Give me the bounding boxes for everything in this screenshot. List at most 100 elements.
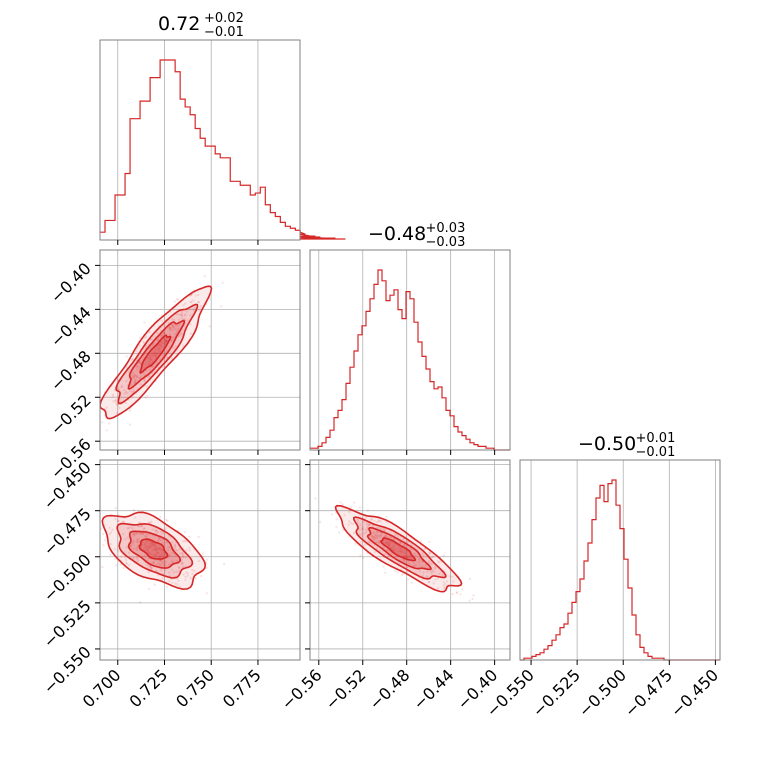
x-tick-label: −0.475 — [621, 665, 676, 720]
sample-point — [385, 541, 389, 544]
sample-point — [147, 563, 150, 567]
sample-point — [131, 543, 134, 546]
sample-point — [147, 550, 150, 553]
sample-point — [184, 578, 187, 581]
sample-point — [124, 538, 127, 541]
sample-point — [117, 519, 121, 523]
sample-point — [84, 426, 86, 428]
sample-point — [222, 563, 226, 566]
sample-point — [366, 509, 370, 512]
sample-point — [164, 565, 167, 568]
sample-point — [359, 554, 362, 557]
sample-point — [116, 519, 120, 523]
sample-point — [171, 568, 174, 572]
sample-point — [189, 300, 192, 304]
sample-point — [182, 573, 185, 576]
sample-point — [167, 548, 170, 552]
sample-point — [443, 582, 447, 586]
sample-point — [198, 306, 202, 310]
sample-point — [393, 533, 397, 536]
sample-point — [124, 401, 127, 405]
y-tick-label: −0.40 — [47, 259, 95, 307]
sample-point — [436, 577, 439, 580]
title-median: −0.50 — [578, 433, 636, 455]
sample-point — [126, 527, 129, 530]
sample-point — [471, 597, 474, 601]
sample-point — [147, 521, 150, 524]
sample-point — [139, 601, 142, 604]
sample-point — [468, 577, 472, 580]
scatter-points — [93, 506, 226, 604]
sample-point — [180, 562, 184, 565]
sample-point — [93, 511, 95, 513]
sample-point — [197, 559, 201, 563]
sample-point — [120, 385, 123, 389]
sample-point — [168, 580, 171, 583]
sample-point — [162, 562, 166, 565]
sample-point — [172, 319, 176, 322]
sample-point — [352, 501, 356, 504]
sample-point — [141, 532, 144, 535]
sample-point — [178, 548, 181, 551]
sample-point — [144, 542, 147, 545]
sample-point — [177, 566, 181, 570]
contour-line — [101, 511, 207, 591]
sample-point — [150, 358, 153, 362]
sample-point — [167, 571, 171, 574]
sample-point — [146, 548, 149, 551]
sample-point — [399, 541, 402, 544]
sample-point — [455, 591, 458, 595]
sample-point — [153, 583, 156, 586]
sample-point — [153, 352, 157, 355]
sample-point — [174, 345, 177, 348]
sample-point — [406, 555, 409, 558]
sample-point — [373, 519, 376, 523]
sample-point — [402, 559, 405, 562]
sample-point — [181, 552, 184, 555]
x-tick-label: −0.52 — [321, 665, 369, 713]
sample-point — [176, 583, 179, 586]
sample-point — [396, 571, 399, 574]
sample-point — [150, 544, 154, 547]
sample-point — [173, 545, 177, 548]
sample-point — [171, 324, 174, 327]
sample-point — [185, 571, 188, 574]
sample-point — [183, 540, 187, 543]
sample-point — [148, 363, 151, 366]
sample-point — [372, 536, 375, 539]
scatter-points — [84, 275, 224, 432]
sample-point — [164, 339, 168, 343]
sample-point — [150, 356, 153, 360]
sample-point — [123, 551, 127, 554]
sample-point — [364, 516, 367, 519]
x-gridlines — [318, 460, 496, 660]
sample-point — [400, 549, 403, 553]
sample-point — [105, 429, 109, 432]
sample-point — [105, 406, 109, 409]
panel-title: −0.50 — [578, 433, 636, 455]
sample-point — [352, 531, 356, 535]
sample-point — [171, 541, 174, 544]
sample-point — [442, 581, 445, 584]
sample-point — [418, 558, 421, 562]
sample-point — [107, 422, 111, 425]
sample-point — [155, 546, 158, 549]
sample-point — [114, 506, 117, 510]
sample-point — [152, 562, 156, 565]
sample-point — [148, 540, 151, 543]
sample-point — [150, 354, 153, 357]
sample-point — [373, 536, 377, 539]
sample-point — [331, 513, 334, 516]
sample-point — [151, 561, 155, 565]
sample-point — [156, 551, 160, 554]
sample-point — [146, 545, 149, 548]
contour-fill — [140, 335, 171, 373]
sample-point — [169, 328, 172, 331]
sample-point — [161, 555, 164, 558]
sample-point — [424, 565, 427, 569]
sample-point — [171, 581, 174, 584]
histogram-panel-1: −0.48 +0.03−0.03 — [309, 221, 511, 455]
sample-point — [150, 542, 154, 545]
sample-point — [147, 547, 150, 550]
sample-point — [145, 385, 148, 388]
